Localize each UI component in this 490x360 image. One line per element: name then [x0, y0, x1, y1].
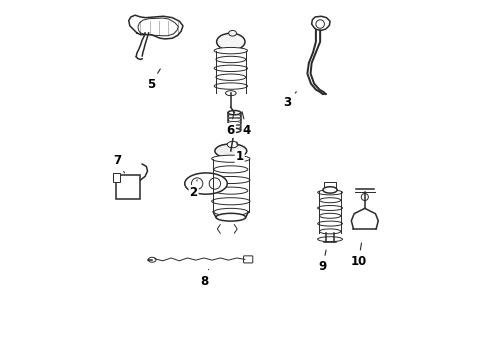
FancyBboxPatch shape: [244, 256, 253, 263]
Text: 3: 3: [284, 92, 296, 108]
FancyBboxPatch shape: [113, 173, 120, 182]
Ellipse shape: [214, 208, 248, 215]
Ellipse shape: [214, 48, 247, 54]
Ellipse shape: [318, 237, 343, 242]
Circle shape: [361, 193, 368, 201]
Text: 9: 9: [319, 250, 327, 273]
Ellipse shape: [214, 187, 248, 194]
Ellipse shape: [185, 173, 227, 194]
Text: 4: 4: [242, 112, 251, 137]
Text: 7: 7: [113, 154, 124, 173]
Ellipse shape: [148, 257, 156, 262]
Ellipse shape: [227, 141, 238, 148]
Ellipse shape: [229, 31, 237, 36]
FancyBboxPatch shape: [116, 175, 141, 199]
Circle shape: [316, 20, 324, 28]
Ellipse shape: [212, 198, 250, 205]
Text: 1: 1: [236, 142, 244, 163]
Ellipse shape: [318, 190, 343, 195]
Ellipse shape: [319, 229, 341, 234]
Ellipse shape: [209, 178, 220, 189]
Ellipse shape: [212, 176, 250, 184]
Ellipse shape: [216, 213, 245, 221]
Ellipse shape: [214, 166, 248, 173]
Ellipse shape: [192, 178, 203, 189]
Ellipse shape: [216, 74, 245, 80]
Text: 6: 6: [227, 112, 235, 137]
Ellipse shape: [228, 128, 241, 132]
Ellipse shape: [318, 206, 343, 211]
Ellipse shape: [212, 155, 250, 162]
Ellipse shape: [318, 221, 343, 226]
Text: 10: 10: [350, 243, 367, 268]
Text: 8: 8: [200, 269, 209, 288]
Text: 2: 2: [190, 180, 197, 199]
Ellipse shape: [214, 83, 247, 89]
Ellipse shape: [225, 91, 236, 96]
Ellipse shape: [319, 213, 341, 218]
Ellipse shape: [228, 111, 241, 115]
Ellipse shape: [215, 144, 247, 158]
Ellipse shape: [216, 56, 245, 63]
Ellipse shape: [323, 187, 337, 193]
Ellipse shape: [217, 33, 245, 50]
Ellipse shape: [319, 198, 341, 203]
Text: 5: 5: [147, 69, 160, 91]
Ellipse shape: [214, 65, 247, 72]
